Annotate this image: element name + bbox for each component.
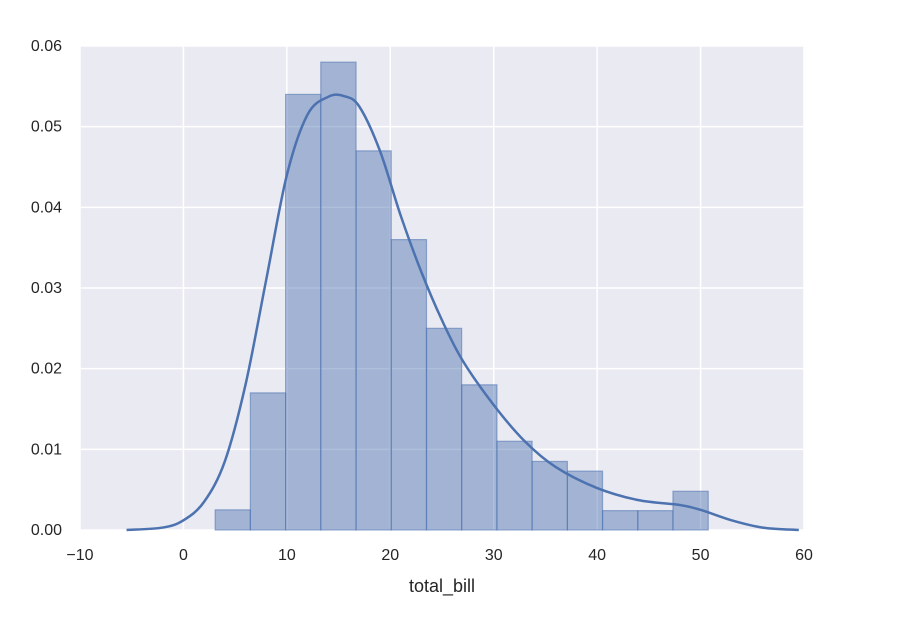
histogram-bar: [390, 239, 428, 531]
y-tick-label: 0.03: [31, 280, 62, 297]
x-tick-label: 20: [381, 547, 399, 564]
grid: [79, 45, 805, 531]
histogram-bar: [601, 510, 639, 531]
histogram-bar: [531, 460, 568, 531]
histogram-bar: [566, 470, 604, 531]
histogram-bar: [496, 440, 533, 531]
x-axis-label: total_bill: [409, 576, 475, 597]
kde-line: [126, 93, 799, 532]
y-tick-label: 0.06: [31, 38, 62, 55]
histogram-bar: [425, 327, 463, 531]
x-tick-label: 0: [179, 547, 188, 564]
histogram-bar: [637, 510, 674, 531]
x-tick-label: 10: [278, 547, 296, 564]
y-tick-labels: 0.00 0.01 0.02 0.03 0.04 0.05 0.06: [31, 38, 62, 539]
y-tick-label: 0.02: [31, 361, 62, 378]
histogram-bars: [214, 61, 709, 531]
y-tick-label: 0.00: [31, 522, 62, 539]
histogram-bar: [355, 150, 392, 531]
x-tick-labels: −10 0 10 20 30 40 50 60: [66, 547, 813, 564]
histogram-bar: [214, 509, 251, 531]
y-tick-label: 0.04: [31, 199, 62, 216]
x-tick-label: −10: [66, 547, 93, 564]
y-tick-label: 0.05: [31, 119, 62, 136]
x-tick-label: 40: [588, 547, 606, 564]
histogram-bar: [461, 384, 498, 531]
histogram-bar: [320, 61, 357, 531]
y-tick-label: 0.01: [31, 441, 62, 458]
x-tick-label: 60: [795, 547, 813, 564]
histogram-bar: [249, 392, 287, 531]
x-tick-label: 50: [692, 547, 710, 564]
x-tick-label: 30: [485, 547, 503, 564]
